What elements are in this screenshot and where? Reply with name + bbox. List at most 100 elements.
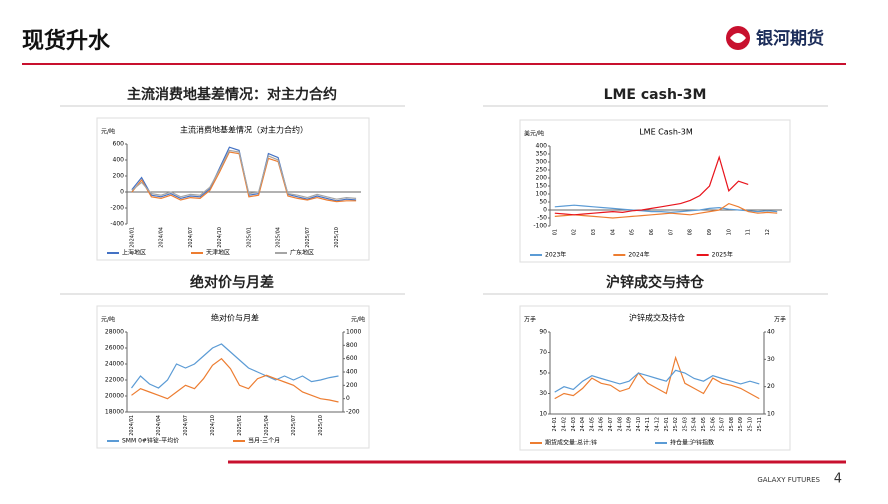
x-tick-label: 25-08 bbox=[729, 417, 735, 432]
y2-tick-label: 200 bbox=[346, 382, 358, 389]
chart-title: 沪锌成交及持仓 bbox=[629, 313, 685, 323]
chart-frame bbox=[96, 117, 370, 261]
chart-frame bbox=[96, 305, 370, 449]
logo-text: 银河期货 bbox=[756, 28, 824, 49]
y2-tick-label: 1000 bbox=[346, 329, 361, 336]
y-axis-label: 元/吨 bbox=[101, 316, 115, 324]
y-tick-label: -400 bbox=[110, 221, 124, 228]
x-tick-label: 2025/10 bbox=[318, 415, 324, 436]
y-tick-label: 250 bbox=[536, 167, 548, 174]
y2-tick-label: 10 bbox=[767, 411, 775, 418]
x-tick-label: 02 bbox=[572, 229, 578, 235]
y-tick-label: 50 bbox=[539, 199, 547, 206]
x-tick-label: 24-06 bbox=[599, 417, 605, 432]
y-axis-label: 万手 bbox=[524, 316, 536, 324]
slide-title: 现货升水 bbox=[22, 28, 111, 54]
x-tick-label: 2024/10 bbox=[217, 227, 223, 248]
y2-tick-label: 20 bbox=[767, 383, 775, 390]
section-title: 主流消费地基差情况：对主力合约 bbox=[127, 86, 337, 103]
y-tick-label: 0 bbox=[120, 189, 124, 196]
y-tick-label: 300 bbox=[536, 159, 548, 166]
x-tick-label: 24-02 bbox=[561, 417, 567, 432]
footer-brand: GALAXY FUTURES bbox=[757, 476, 820, 484]
y-tick-label: 150 bbox=[536, 183, 548, 190]
y-tick-label: 20000 bbox=[105, 393, 124, 400]
x-tick-label: 08 bbox=[688, 229, 694, 235]
y-tick-label: 0 bbox=[543, 207, 547, 214]
x-tick-label: 25-05 bbox=[701, 417, 707, 432]
legend-label: 期货成交量:总计:锌 bbox=[545, 439, 597, 447]
legend-label: 2023年 bbox=[545, 251, 566, 259]
legend-label: 当月-三个月 bbox=[248, 437, 280, 445]
x-tick-label: 2024/07 bbox=[188, 227, 194, 248]
x-tick-label: 2025/01 bbox=[246, 227, 252, 248]
y-tick-label: 70 bbox=[539, 349, 547, 356]
y-tick-label: -200 bbox=[110, 205, 124, 212]
y2-tick-label: 0 bbox=[346, 395, 350, 402]
x-tick-label: 25-03 bbox=[682, 417, 688, 432]
x-tick-label: 12 bbox=[765, 229, 771, 235]
y-tick-label: 100 bbox=[536, 191, 548, 198]
legend-label: 2025年 bbox=[712, 251, 733, 259]
x-tick-label: 24-08 bbox=[617, 417, 623, 432]
x-tick-label: 24-04 bbox=[580, 417, 586, 432]
x-tick-label: 25-01 bbox=[664, 417, 670, 432]
y-tick-label: -50 bbox=[537, 215, 547, 222]
x-tick-label: 11 bbox=[746, 229, 752, 235]
chart-title: 绝对价与月差 bbox=[211, 313, 259, 323]
x-tick-label: 2025/01 bbox=[237, 415, 243, 436]
x-tick-label: 2024/04 bbox=[159, 227, 165, 248]
y-tick-label: 90 bbox=[539, 329, 547, 336]
x-tick-label: 24-11 bbox=[645, 417, 651, 432]
y2-tick-label: 800 bbox=[346, 342, 358, 349]
section-title: 沪锌成交与持仓 bbox=[606, 274, 705, 291]
legend-label: 持仓量:沪锌指数 bbox=[670, 439, 714, 447]
y2-tick-label: -200 bbox=[346, 409, 360, 416]
y-tick-label: 400 bbox=[113, 157, 125, 164]
legend-label: SMM 0#锌锭-平均价 bbox=[122, 437, 179, 445]
chart-title: LME Cash-3M bbox=[639, 128, 693, 137]
x-tick-label: 2024/07 bbox=[183, 415, 189, 436]
data-line bbox=[131, 357, 339, 403]
page-number: 4 bbox=[834, 472, 842, 487]
y2-tick-label: 400 bbox=[346, 369, 358, 376]
x-tick-label: 25-02 bbox=[673, 417, 679, 432]
y-tick-label: 400 bbox=[536, 143, 548, 150]
y-tick-label: 26000 bbox=[105, 345, 124, 352]
x-tick-label: 25-11 bbox=[757, 417, 763, 432]
y-tick-label: 350 bbox=[536, 151, 548, 158]
x-tick-label: 2025/07 bbox=[291, 415, 297, 436]
x-tick-label: 06 bbox=[649, 229, 655, 235]
data-line bbox=[554, 355, 760, 400]
legend-label: 天津地区 bbox=[206, 249, 230, 257]
y-axis-label: 美元/吨 bbox=[524, 130, 544, 138]
x-tick-label: 24-09 bbox=[627, 417, 633, 432]
legend-label: 上海地区 bbox=[122, 249, 146, 257]
chart-title: 主流消费地基差情况（对主力合约） bbox=[180, 125, 308, 135]
y2-tick-label: 30 bbox=[767, 356, 775, 363]
x-tick-label: 2024/01 bbox=[129, 227, 135, 248]
logo-mark bbox=[730, 33, 746, 43]
y-tick-label: 200 bbox=[113, 173, 125, 180]
x-tick-label: 07 bbox=[668, 229, 674, 235]
legend-label: 2024年 bbox=[628, 251, 649, 259]
y2-tick-label: 600 bbox=[346, 355, 358, 362]
x-tick-label: 2025/07 bbox=[305, 227, 311, 248]
section-title: 绝对价与月差 bbox=[190, 274, 274, 291]
y-tick-label: 22000 bbox=[105, 377, 124, 384]
y-tick-label: 50 bbox=[539, 370, 547, 377]
x-tick-label: 25-04 bbox=[692, 417, 698, 432]
x-tick-label: 2024/10 bbox=[210, 415, 216, 436]
x-tick-label: 09 bbox=[707, 229, 713, 235]
y-tick-label: 24000 bbox=[105, 361, 124, 368]
x-tick-label: 2025/04 bbox=[264, 415, 270, 436]
x-tick-label: 24-03 bbox=[571, 417, 577, 432]
x-tick-label: 04 bbox=[610, 229, 616, 235]
section-title: LME cash-3M bbox=[604, 87, 707, 103]
chart-frame bbox=[519, 119, 791, 263]
x-tick-label: 25-06 bbox=[710, 417, 716, 432]
y-tick-label: 18000 bbox=[105, 409, 124, 416]
data-line bbox=[131, 149, 357, 200]
legend-label: 广东地区 bbox=[290, 249, 314, 257]
